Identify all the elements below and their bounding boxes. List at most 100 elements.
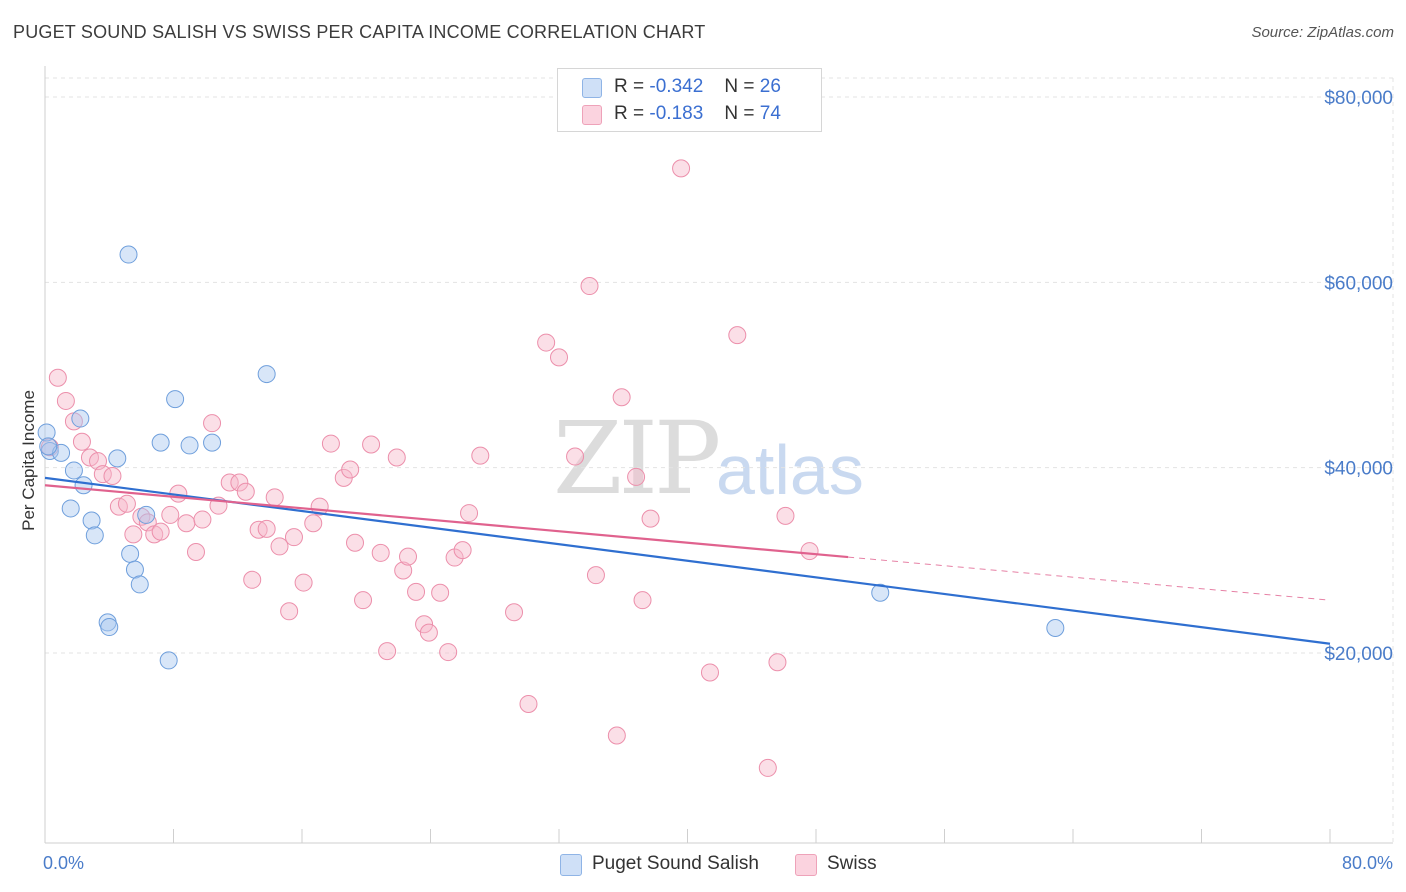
data-point bbox=[48, 368, 67, 387]
data-point bbox=[453, 541, 472, 560]
trend-line-swiss bbox=[44, 484, 849, 559]
data-point bbox=[627, 467, 646, 486]
data-points bbox=[37, 159, 1065, 777]
data-point bbox=[64, 461, 83, 480]
watermark-zip: ZIP bbox=[553, 400, 721, 517]
data-point bbox=[1046, 618, 1065, 637]
trend-lines bbox=[44, 476, 1331, 645]
data-point bbox=[607, 726, 626, 745]
data-point bbox=[294, 573, 313, 592]
data-point bbox=[117, 494, 136, 513]
data-point bbox=[378, 642, 397, 661]
data-point bbox=[100, 618, 119, 637]
data-point bbox=[280, 602, 299, 621]
legend-n-label: N = bbox=[724, 76, 755, 97]
data-point bbox=[72, 432, 91, 451]
legend-swatch-swiss bbox=[582, 105, 602, 125]
correlation-legend: R = -0.342 N = 26 R = -0.183 N = 74 bbox=[557, 68, 822, 132]
data-point bbox=[407, 582, 426, 601]
axes bbox=[44, 66, 1393, 844]
watermark-atlas: atlas bbox=[716, 431, 864, 509]
data-point bbox=[758, 758, 777, 777]
data-point bbox=[103, 467, 122, 486]
data-point bbox=[130, 575, 149, 594]
data-point bbox=[243, 570, 262, 589]
legend-n-value: 26 bbox=[759, 76, 781, 97]
grid-lines bbox=[45, 77, 1394, 843]
data-point bbox=[387, 448, 406, 467]
data-point bbox=[566, 447, 585, 466]
legend-n-value: 74 bbox=[759, 103, 781, 124]
data-point bbox=[159, 651, 178, 670]
data-point bbox=[203, 433, 222, 452]
data-point bbox=[124, 525, 143, 544]
data-point bbox=[415, 615, 434, 634]
y-axis-label: Per Capita Income bbox=[19, 390, 38, 531]
data-point bbox=[37, 423, 56, 442]
data-point bbox=[728, 326, 747, 345]
x-tick-label: 80.0% bbox=[1342, 853, 1393, 873]
data-point bbox=[394, 561, 413, 580]
data-point bbox=[304, 514, 323, 533]
data-point bbox=[341, 460, 360, 479]
data-point bbox=[85, 526, 104, 545]
data-point bbox=[321, 434, 340, 453]
data-point bbox=[119, 245, 138, 264]
series-swiss bbox=[40, 159, 819, 777]
data-point bbox=[519, 694, 538, 713]
data-point bbox=[121, 544, 140, 563]
data-point bbox=[346, 533, 365, 552]
bottom-legend-label-puget: Puget Sound Salish bbox=[592, 853, 759, 874]
data-point bbox=[439, 643, 458, 662]
data-point bbox=[151, 433, 170, 452]
legend-r-label: R = bbox=[614, 76, 645, 97]
data-point bbox=[56, 391, 75, 410]
data-point bbox=[40, 438, 59, 457]
source-label: Source: ZipAtlas.com bbox=[1251, 24, 1394, 41]
data-point bbox=[580, 277, 599, 296]
data-point bbox=[193, 510, 212, 529]
data-point bbox=[354, 591, 373, 610]
x-tick-label: 0.0% bbox=[43, 853, 84, 873]
bottom-legend-swatch-swiss bbox=[795, 854, 817, 876]
data-point bbox=[871, 583, 890, 602]
axis-labels: $20,000 $40,000 $60,000 $80,000 0.0% 80.0% Per… bbox=[19, 88, 1393, 873]
data-point bbox=[270, 537, 289, 556]
data-point bbox=[800, 542, 819, 561]
data-point bbox=[236, 482, 255, 501]
data-point bbox=[220, 473, 239, 492]
data-point bbox=[460, 504, 479, 523]
y-tick-label: $40,000 bbox=[1324, 459, 1393, 480]
data-point bbox=[265, 488, 284, 507]
data-point bbox=[550, 348, 568, 367]
data-point bbox=[537, 333, 556, 352]
data-point bbox=[108, 449, 127, 468]
data-point bbox=[151, 522, 170, 541]
legend-r-label: R = bbox=[614, 103, 645, 124]
data-point bbox=[505, 603, 524, 622]
trend-line-swiss-extension bbox=[848, 556, 1331, 601]
data-point bbox=[419, 623, 438, 642]
data-point bbox=[776, 506, 795, 525]
data-point bbox=[768, 653, 787, 672]
series-puget-sound-salish bbox=[37, 245, 1065, 670]
data-point bbox=[284, 528, 303, 547]
data-point bbox=[166, 390, 185, 409]
data-point bbox=[74, 476, 93, 495]
y-tick-label: $80,000 bbox=[1324, 88, 1393, 109]
y-tick-label: $20,000 bbox=[1324, 644, 1393, 665]
data-point bbox=[700, 663, 719, 682]
data-point bbox=[612, 388, 631, 407]
data-point bbox=[257, 365, 276, 384]
chart-title: PUGET SOUND SALISH VS SWISS PER CAPITA I… bbox=[13, 22, 706, 42]
legend-text-puget: R = -0.342 N = 26 bbox=[614, 76, 781, 98]
data-point bbox=[672, 159, 691, 178]
data-point bbox=[186, 542, 205, 561]
data-point bbox=[177, 514, 196, 533]
legend-swatch-puget bbox=[582, 78, 602, 98]
data-point bbox=[230, 473, 249, 492]
data-point bbox=[203, 414, 222, 433]
legend-n-label: N = bbox=[724, 103, 755, 124]
bottom-legend-swatch-puget bbox=[560, 854, 582, 876]
